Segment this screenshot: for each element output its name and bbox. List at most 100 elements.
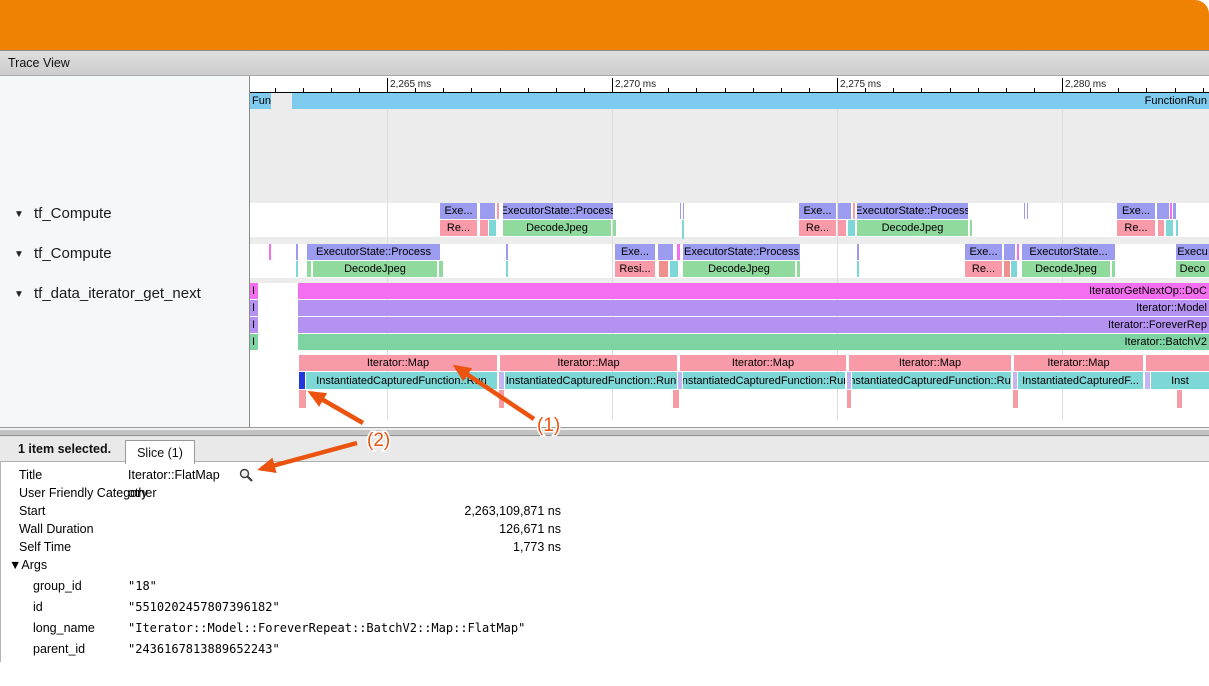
- trace-slice[interactable]: [847, 372, 851, 389]
- trace-slice[interactable]: [797, 261, 800, 277]
- trace-slice[interactable]: DecodeJpeg: [503, 220, 611, 236]
- trace-slice[interactable]: InstantiatedCapturedFunction::Run: [683, 372, 845, 389]
- trace-slice[interactable]: [680, 203, 681, 219]
- trace-slice[interactable]: [480, 203, 495, 219]
- args-expander[interactable]: ▼Args: [9, 558, 47, 572]
- trace-slice[interactable]: [299, 390, 306, 408]
- trace-slice[interactable]: Re...: [799, 220, 836, 236]
- trace-slice[interactable]: [857, 261, 859, 277]
- trace-slice[interactable]: [1112, 261, 1115, 277]
- trace-slice[interactable]: Exe...: [799, 203, 836, 219]
- tab-slice[interactable]: Slice (1): [125, 440, 195, 464]
- trace-slice[interactable]: Deco: [1176, 261, 1209, 277]
- trace-slice[interactable]: Iterator::ForeverRep: [298, 317, 1209, 333]
- trace-slice[interactable]: DecodeJpeg: [313, 261, 437, 277]
- chevron-down-icon[interactable]: ▼: [14, 209, 24, 220]
- trace-slice[interactable]: [1013, 390, 1018, 408]
- trace-slice[interactable]: [1173, 203, 1176, 219]
- trace-slice[interactable]: [296, 261, 298, 277]
- chevron-down-icon[interactable]: ▼: [14, 249, 24, 260]
- trace-slice[interactable]: [847, 390, 851, 408]
- trace-slice[interactable]: [678, 372, 682, 389]
- trace-slice[interactable]: [1176, 220, 1178, 236]
- trace-slice[interactable]: IteratorGetNextOp::DoC: [298, 283, 1209, 299]
- trace-slice[interactable]: [1004, 261, 1010, 277]
- trace-slice[interactable]: [499, 372, 504, 389]
- trace-slice[interactable]: [970, 220, 972, 236]
- trace-slice[interactable]: [1145, 372, 1150, 389]
- trace-slice[interactable]: [1157, 203, 1169, 219]
- trace-slice[interactable]: FunctionRun: [292, 93, 1209, 109]
- trace-slice[interactable]: Iterator::BatchV2: [298, 334, 1209, 350]
- trace-slice[interactable]: InstantiatedCapturedF...: [1018, 372, 1143, 389]
- trace-slice[interactable]: [489, 220, 496, 236]
- track-row-tf-compute-2[interactable]: ▼ tf_Compute: [0, 244, 249, 266]
- trace-slice[interactable]: [1024, 203, 1025, 219]
- trace-slice[interactable]: [1170, 203, 1172, 219]
- trace-slice[interactable]: DecodeJpeg: [1022, 261, 1110, 277]
- trace-slice[interactable]: InstantiatedCapturedFunction::Run: [306, 372, 497, 389]
- trace-slice[interactable]: [658, 244, 673, 260]
- trace-slice[interactable]: Exe...: [440, 203, 477, 219]
- trace-slice[interactable]: [613, 220, 616, 236]
- trace-slice[interactable]: [848, 220, 855, 236]
- trace-slice[interactable]: [838, 203, 851, 219]
- horizontal-splitter[interactable]: [0, 427, 1209, 437]
- trace-slice[interactable]: [1027, 203, 1028, 219]
- trace-slice[interactable]: [439, 261, 443, 277]
- trace-slice[interactable]: ExecutorState...: [1022, 244, 1115, 260]
- trace-slice[interactable]: InstantiatedCapturedFunction::Run: [852, 372, 1011, 389]
- track-row-tf-compute-1[interactable]: ▼ tf_Compute: [0, 204, 249, 226]
- trace-slice[interactable]: [838, 220, 846, 236]
- trace-slice[interactable]: [682, 220, 684, 239]
- trace-slice[interactable]: Re...: [965, 261, 1002, 277]
- selected-slice[interactable]: [299, 372, 305, 389]
- trace-slice[interactable]: [296, 244, 298, 260]
- trace-slice[interactable]: I: [250, 300, 258, 316]
- trace-slice[interactable]: Iterator::Map: [500, 355, 677, 371]
- trace-slice[interactable]: [677, 244, 680, 260]
- track-row-tf-data-iterator[interactable]: ▼ tf_data_iterator_get_next: [0, 284, 249, 306]
- trace-slice[interactable]: DecodeJpeg: [857, 220, 968, 236]
- trace-slice[interactable]: [506, 244, 508, 260]
- trace-slice[interactable]: Re...: [440, 220, 477, 236]
- trace-slice[interactable]: Exe...: [1117, 203, 1155, 219]
- trace-slice[interactable]: I: [250, 334, 258, 350]
- trace-slice[interactable]: I: [250, 283, 258, 299]
- trace-slice[interactable]: [1011, 261, 1017, 277]
- trace-slice[interactable]: Iterator::Map: [1014, 355, 1143, 371]
- trace-slice[interactable]: Fun: [250, 93, 271, 109]
- trace-slice[interactable]: Exe...: [965, 244, 1002, 260]
- trace-slice[interactable]: ExecutorState::Process: [857, 203, 968, 219]
- chevron-down-icon[interactable]: ▼: [14, 289, 24, 300]
- trace-slice[interactable]: Inst: [1151, 372, 1209, 389]
- trace-slice[interactable]: Iterator::Map: [849, 355, 1011, 371]
- trace-slice[interactable]: [670, 261, 678, 277]
- trace-slice[interactable]: ExecutorState::Process: [307, 244, 440, 260]
- trace-slice[interactable]: Resi...: [615, 261, 655, 277]
- trace-slice[interactable]: [269, 244, 271, 260]
- trace-slice[interactable]: [857, 244, 859, 260]
- trace-slice[interactable]: Execu: [1176, 244, 1209, 260]
- trace-slice[interactable]: [1146, 355, 1209, 371]
- trace-slice[interactable]: I: [250, 317, 258, 333]
- trace-slice[interactable]: DecodeJpeg: [683, 261, 795, 277]
- trace-slice[interactable]: Iterator::Map: [299, 355, 497, 371]
- trace-slice[interactable]: ExecutorState::Process: [503, 203, 613, 219]
- trace-slice[interactable]: [506, 261, 508, 277]
- trace-slice[interactable]: [1004, 244, 1015, 260]
- trace-slice[interactable]: [480, 220, 488, 236]
- trace-slice[interactable]: InstantiatedCapturedFunction::Run: [505, 372, 677, 389]
- trace-slice[interactable]: [1158, 220, 1164, 236]
- trace-slice[interactable]: Iterator::Map: [680, 355, 846, 371]
- trace-slice[interactable]: Iterator::Model: [298, 300, 1209, 316]
- trace-slice[interactable]: [1177, 390, 1182, 408]
- trace-slice[interactable]: [499, 390, 504, 408]
- trace-slice[interactable]: [673, 390, 679, 408]
- trace-slice[interactable]: [497, 203, 499, 219]
- trace-slice[interactable]: [853, 203, 855, 219]
- timeline-ruler[interactable]: 2,265 ms 2,270 ms 2,275 ms 2,280 ms: [250, 78, 1209, 93]
- trace-slice[interactable]: [307, 261, 311, 277]
- trace-slice[interactable]: Exe...: [615, 244, 655, 260]
- magnifier-icon[interactable]: [239, 468, 254, 483]
